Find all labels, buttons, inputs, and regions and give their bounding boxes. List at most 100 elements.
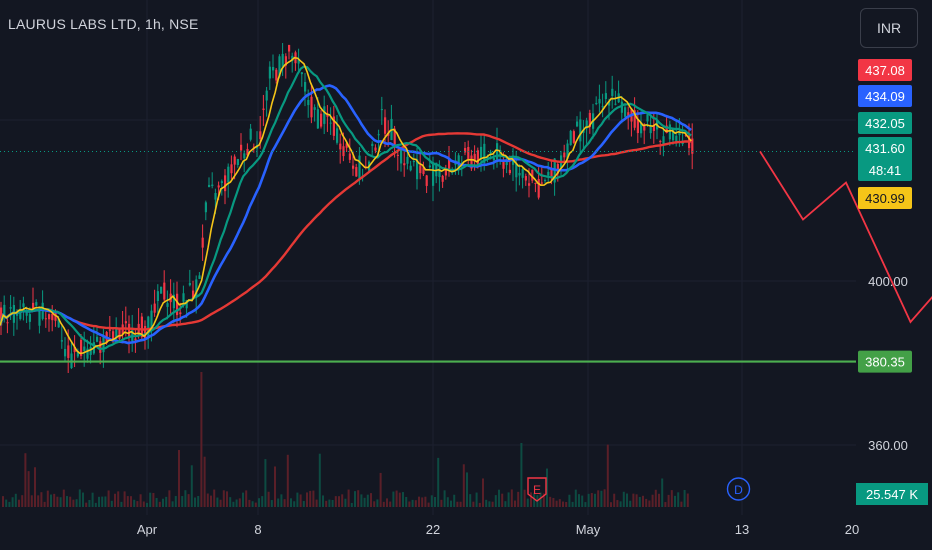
volume-bar bbox=[149, 492, 152, 507]
volume-bar bbox=[562, 501, 564, 507]
volume-bar bbox=[232, 501, 235, 507]
candle-body bbox=[156, 291, 159, 301]
volume-bar bbox=[488, 501, 491, 507]
volume-bar bbox=[686, 493, 689, 507]
volume-bar bbox=[264, 459, 267, 507]
volume-bar bbox=[43, 501, 46, 507]
marker-label-E: E bbox=[533, 483, 541, 497]
candle-body bbox=[262, 108, 265, 111]
volume-bar bbox=[165, 496, 168, 507]
volume-bar bbox=[200, 372, 203, 507]
volume-bar bbox=[440, 499, 443, 507]
volume-bar bbox=[392, 491, 395, 507]
candle-body bbox=[505, 161, 508, 166]
candle-body bbox=[227, 166, 230, 183]
candle-body bbox=[483, 143, 486, 163]
volume-bar bbox=[94, 502, 97, 507]
volume-bar bbox=[136, 501, 139, 507]
volume-bar bbox=[427, 502, 430, 507]
volume-bar bbox=[475, 492, 478, 507]
volume-bar bbox=[478, 502, 481, 507]
candle-body bbox=[326, 114, 329, 117]
volume-bar bbox=[110, 500, 113, 507]
volume-bar bbox=[370, 493, 372, 507]
projection-path[interactable] bbox=[759, 150, 932, 363]
dividend-marker-icon[interactable] bbox=[726, 477, 751, 501]
price-label-text: 380.35 bbox=[865, 355, 905, 370]
volume-bar bbox=[107, 490, 110, 507]
volume-bar bbox=[389, 501, 392, 507]
candle-body bbox=[342, 146, 345, 157]
volume-bar bbox=[424, 496, 427, 507]
candle-body bbox=[435, 162, 438, 177]
candle-body bbox=[38, 306, 41, 326]
candle-body bbox=[480, 146, 483, 159]
ma-slow-line bbox=[0, 84, 692, 345]
candle-body bbox=[396, 154, 399, 156]
candle-body bbox=[76, 352, 79, 357]
candle-body bbox=[409, 165, 412, 171]
volume-bar bbox=[520, 443, 523, 507]
candle-body bbox=[518, 172, 521, 176]
time-axis-tick: May bbox=[576, 522, 601, 537]
candle-body bbox=[659, 140, 662, 142]
candle-body bbox=[640, 122, 643, 134]
candle-body bbox=[665, 125, 668, 134]
candle-body bbox=[224, 175, 227, 192]
candle-body bbox=[652, 125, 655, 131]
volume-bar bbox=[645, 498, 648, 507]
volume-bar bbox=[222, 490, 225, 507]
candle-body bbox=[579, 119, 582, 142]
volume-bar bbox=[526, 498, 529, 507]
volume-bar bbox=[658, 493, 660, 507]
volume-bar bbox=[446, 497, 449, 507]
candle-body bbox=[128, 323, 131, 338]
volume-bar bbox=[174, 496, 177, 507]
volume-bar bbox=[296, 492, 299, 507]
volume-bar bbox=[328, 499, 331, 507]
volume-bar bbox=[635, 494, 638, 507]
volume-bar bbox=[350, 502, 353, 507]
volume-bar bbox=[555, 500, 558, 507]
candle-body bbox=[48, 314, 51, 320]
candle-body bbox=[147, 316, 150, 338]
candle-body bbox=[272, 66, 275, 71]
volume-bar bbox=[373, 501, 376, 507]
volume-bar bbox=[363, 497, 366, 507]
volume-bar bbox=[610, 502, 612, 507]
volume-bar bbox=[181, 496, 184, 507]
volume-bar bbox=[542, 493, 545, 507]
volume-bar bbox=[258, 498, 260, 507]
candle-body bbox=[588, 112, 591, 128]
volume-bar bbox=[510, 489, 513, 507]
candle-body bbox=[134, 338, 137, 341]
volume-bar bbox=[184, 490, 187, 507]
volume-bar bbox=[411, 499, 414, 507]
candle-body bbox=[259, 131, 262, 140]
currency-button[interactable]: INR bbox=[860, 8, 918, 48]
candle-body bbox=[32, 302, 35, 309]
candle-body bbox=[192, 290, 195, 299]
candle-body bbox=[569, 130, 572, 146]
volume-bar bbox=[98, 496, 100, 507]
volume-bar bbox=[594, 493, 596, 507]
volume-bar bbox=[382, 501, 385, 507]
candle-body bbox=[624, 107, 627, 117]
earnings-marker-icon[interactable] bbox=[527, 477, 547, 502]
candle-body bbox=[604, 93, 607, 100]
volume-bar bbox=[312, 490, 315, 507]
volume-bar bbox=[661, 478, 664, 507]
volume-bar bbox=[638, 496, 641, 507]
volume-bar bbox=[606, 444, 609, 507]
price-label-ma-yellow bbox=[858, 187, 912, 209]
candle-body bbox=[470, 155, 473, 169]
candle-body bbox=[377, 134, 380, 136]
volume-bar bbox=[331, 499, 334, 507]
volume-bar bbox=[414, 500, 417, 507]
volume-bar bbox=[565, 502, 568, 507]
volume-bar bbox=[203, 456, 206, 507]
volume-bar bbox=[187, 494, 190, 507]
volume-label-box bbox=[856, 483, 928, 505]
